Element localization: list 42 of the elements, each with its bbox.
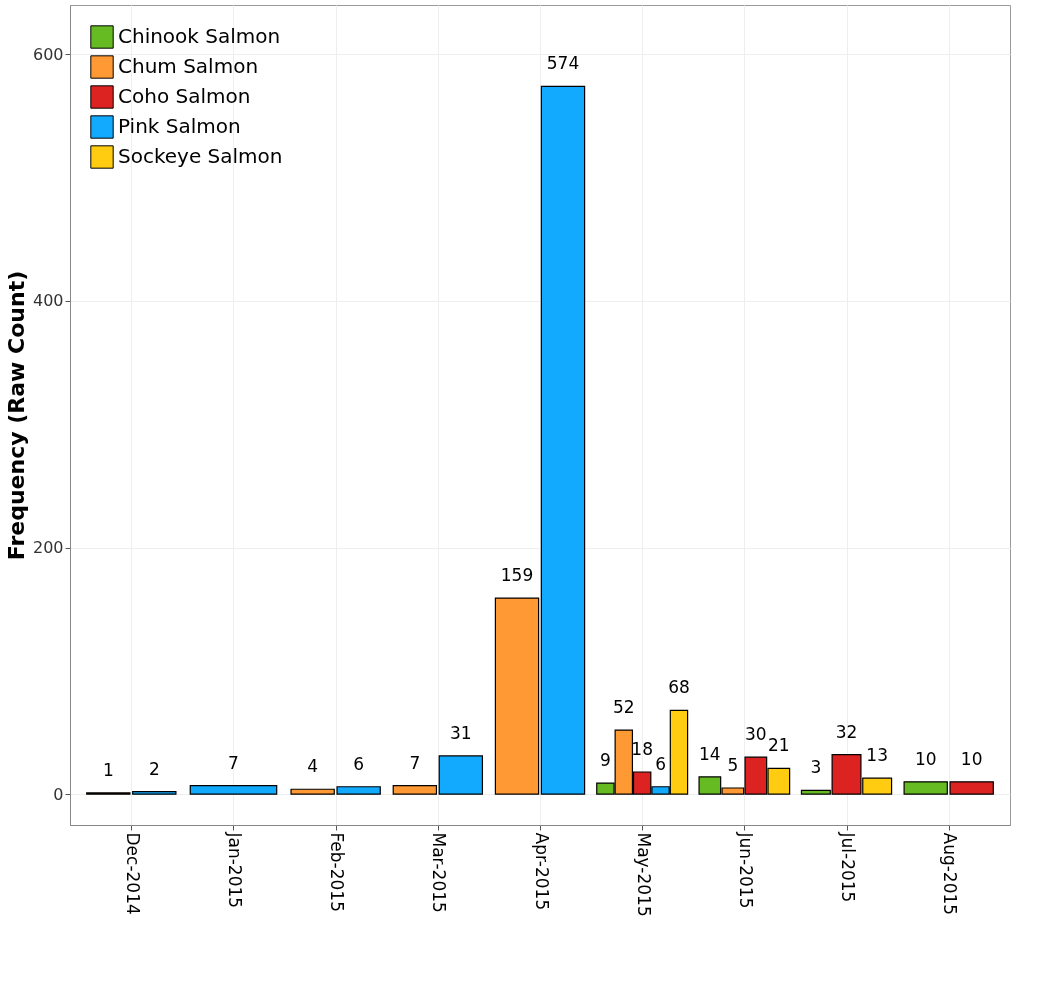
y-tick-label: 0	[53, 784, 64, 804]
y-tick-label: 400	[32, 291, 64, 311]
x-tick-label: Mar-2015	[429, 832, 450, 913]
data-label: 574	[546, 53, 580, 74]
x-tick-label: Jul-2015	[838, 831, 859, 903]
y-axis-title: Frequency (Raw Count)	[3, 270, 29, 561]
data-label: 159	[500, 565, 534, 586]
legend-label: Chum Salmon	[118, 54, 259, 78]
x-tick-label: Dec-2014	[122, 832, 143, 915]
data-label: 1	[102, 759, 114, 780]
data-label: 52	[612, 697, 635, 718]
y-tick-label: 600	[32, 44, 64, 64]
legend-label: Chinook Salmon	[118, 24, 281, 48]
data-label: 7	[228, 752, 239, 773]
legend-label: Sockeye Salmon	[118, 144, 283, 168]
data-label: 18	[631, 738, 653, 759]
x-tick-label: May-2015	[633, 832, 654, 917]
x-tick-label: Jun-2015	[735, 831, 756, 909]
data-label: 9	[599, 750, 611, 771]
data-label: 4	[307, 756, 319, 777]
data-label: 31	[449, 722, 472, 743]
legend-label: Pink Salmon	[118, 114, 241, 138]
data-label: 32	[835, 721, 858, 742]
data-label: 7	[409, 752, 421, 773]
y-tick-label: 200	[32, 538, 64, 558]
data-label: 10	[960, 748, 983, 769]
legend-label: Coho Salmon	[118, 84, 251, 108]
data-label: 5	[727, 755, 739, 776]
data-label: 2	[148, 758, 160, 779]
data-label: 6	[655, 753, 666, 774]
x-tick-label: Apr-2015	[531, 832, 552, 911]
data-label: 3	[810, 757, 822, 778]
data-label: 13	[866, 745, 888, 766]
data-label: 21	[768, 735, 790, 756]
data-label: 68	[668, 677, 690, 698]
data-label: 6	[353, 753, 365, 774]
data-label: 10	[914, 748, 937, 769]
data-label: 30	[745, 724, 767, 745]
x-tick-label: Feb-2015	[327, 832, 348, 912]
x-tick-label: Aug-2015	[940, 832, 961, 916]
x-tick-label: Jan-2015	[224, 831, 245, 909]
data-label: 14	[699, 743, 721, 764]
